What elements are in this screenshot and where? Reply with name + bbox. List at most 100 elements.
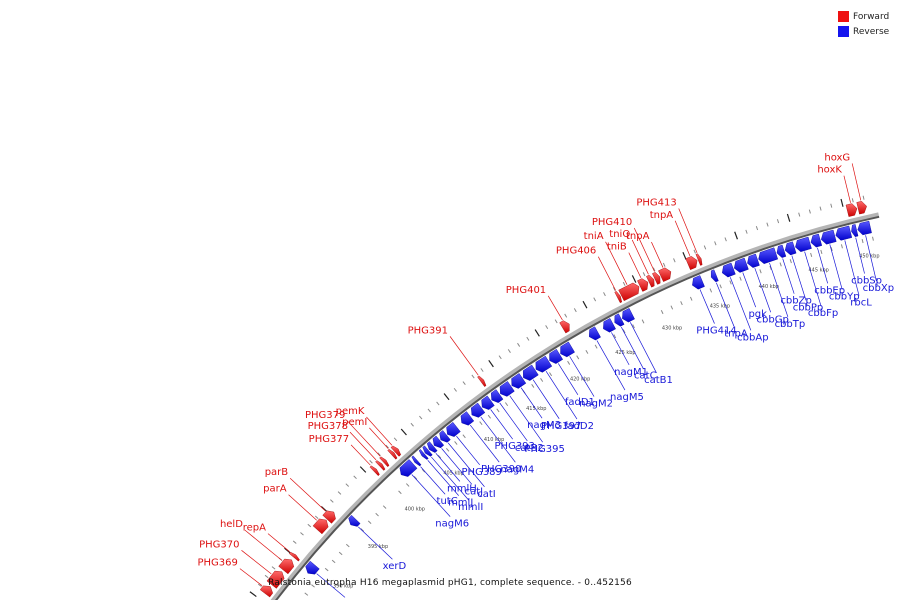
gene-label[interactable]: mmlJ	[448, 498, 473, 509]
gene-label[interactable]: tnpA	[626, 231, 650, 242]
gene-label[interactable]: nagM5	[610, 392, 644, 403]
gene-arrow[interactable]	[618, 282, 640, 302]
gene-label[interactable]: tniA	[584, 231, 604, 242]
gene-label[interactable]: PHG370	[199, 539, 239, 550]
gene-label[interactable]: cbbPp	[793, 302, 824, 313]
gene-label[interactable]: nagM2	[579, 399, 613, 410]
gene-label[interactable]: pemK	[336, 406, 365, 417]
gene-arrow[interactable]	[776, 244, 787, 258]
gene-arrow[interactable]	[288, 551, 300, 562]
gene-arrow[interactable]	[658, 267, 672, 282]
gene-arrow[interactable]	[845, 203, 858, 217]
gene-label[interactable]: catB2	[515, 443, 544, 454]
gene-arrow[interactable]	[432, 435, 445, 449]
gene-label[interactable]: tniB	[607, 242, 627, 253]
gene-label[interactable]: cbbSp	[851, 276, 882, 287]
gene-label[interactable]: cbbXp	[863, 283, 894, 294]
gene-arrow[interactable]	[692, 275, 705, 290]
gene-label[interactable]: cbbFp	[808, 308, 838, 319]
gene-label[interactable]: fadD2	[564, 421, 594, 432]
gene-label[interactable]: repA	[243, 523, 266, 534]
gene-label[interactable]: rbcL	[850, 298, 872, 309]
gene-arrow[interactable]	[322, 510, 336, 524]
gene-label[interactable]: catB1	[644, 375, 673, 386]
gene-arrow[interactable]	[278, 558, 295, 575]
gene-arrow[interactable]	[559, 320, 570, 334]
gene-label[interactable]: cbbYp	[829, 292, 860, 303]
gene-arrow[interactable]	[422, 445, 433, 457]
gene-arrow[interactable]	[426, 441, 438, 453]
gene-label[interactable]: tutC	[437, 496, 458, 507]
gene-label[interactable]: PHG393	[495, 441, 535, 452]
gene-arrow[interactable]	[637, 278, 649, 292]
gene-arrow[interactable]	[418, 449, 429, 460]
gene-arrow[interactable]	[589, 326, 601, 341]
gene-arrow[interactable]	[266, 570, 285, 589]
gene-arrow[interactable]	[560, 341, 575, 358]
gene-label[interactable]: PHG378	[308, 421, 348, 432]
gene-label[interactable]: PHG395	[524, 444, 564, 455]
gene-arrow[interactable]	[614, 291, 623, 304]
gene-arrow[interactable]	[851, 224, 859, 237]
gene-arrow[interactable]	[734, 257, 749, 273]
gene-arrow[interactable]	[685, 256, 698, 270]
gene-label[interactable]: PHG390	[481, 464, 521, 475]
gene-label[interactable]: cbbEp	[814, 285, 845, 296]
gene-arrow[interactable]	[312, 518, 329, 535]
gene-arrow[interactable]	[375, 460, 386, 471]
gene-arrow[interactable]	[614, 313, 625, 327]
gene-label[interactable]: cbbTp	[775, 319, 806, 330]
gene-arrow[interactable]	[710, 269, 719, 283]
gene-label[interactable]: catI	[477, 489, 496, 500]
gene-arrow[interactable]	[481, 395, 495, 410]
gene-arrow[interactable]	[856, 201, 867, 215]
gene-arrow[interactable]	[810, 233, 823, 248]
gene-label[interactable]: catC	[634, 371, 657, 382]
gene-arrow[interactable]	[411, 455, 422, 467]
gene-arrow[interactable]	[652, 272, 661, 285]
gene-label[interactable]: hoxK	[817, 165, 842, 176]
gene-arrow[interactable]	[646, 274, 655, 288]
gene-arrow[interactable]	[695, 253, 703, 266]
gene-label[interactable]: fadD1	[565, 397, 595, 408]
gene-arrow[interactable]	[857, 220, 872, 236]
gene-label[interactable]: helD	[220, 519, 243, 530]
gene-label[interactable]: mmlI	[458, 502, 483, 513]
gene-label[interactable]: PHG377	[309, 434, 349, 445]
gene-arrow[interactable]	[758, 247, 779, 264]
gene-arrow[interactable]	[348, 514, 361, 527]
gene-arrow[interactable]	[477, 375, 487, 387]
gene-label[interactable]: PHG397	[541, 421, 581, 432]
gene-arrow[interactable]	[471, 402, 486, 418]
gene-arrow[interactable]	[747, 253, 760, 268]
gene-arrow[interactable]	[259, 585, 273, 598]
gene-label[interactable]: PHG414	[696, 326, 736, 337]
gene-label[interactable]: cbbGp	[757, 314, 789, 325]
gene-label[interactable]: tniQ	[609, 229, 630, 240]
gene-label[interactable]: mmlH	[447, 483, 477, 494]
gene-arrow[interactable]	[603, 318, 616, 333]
gene-arrow[interactable]	[522, 364, 539, 381]
gene-arrow[interactable]	[820, 229, 837, 245]
gene-arrow[interactable]	[784, 241, 797, 256]
gene-arrow[interactable]	[387, 448, 398, 460]
gene-arrow[interactable]	[721, 262, 736, 278]
gene-label[interactable]: PHG379	[305, 410, 345, 421]
gene-label[interactable]: nagM6	[435, 519, 469, 530]
gene-arrow[interactable]	[446, 421, 461, 437]
gene-arrow[interactable]	[549, 348, 564, 364]
gene-arrow[interactable]	[379, 456, 390, 467]
gene-arrow[interactable]	[499, 381, 515, 397]
gene-label[interactable]: PHG410	[592, 217, 632, 228]
gene-arrow[interactable]	[511, 373, 527, 389]
gene-label[interactable]: tnpA	[650, 210, 674, 221]
gene-label[interactable]: PHG413	[636, 197, 676, 208]
gene-arrow[interactable]	[460, 411, 475, 426]
gene-label[interactable]: nagM1	[614, 367, 648, 378]
gene-arrow[interactable]	[390, 445, 402, 457]
gene-arrow[interactable]	[490, 389, 504, 403]
gene-label[interactable]: nagM4	[500, 464, 534, 475]
gene-label[interactable]: nagM3	[527, 420, 561, 431]
gene-arrow[interactable]	[535, 355, 553, 373]
gene-label[interactable]: catJ	[465, 486, 484, 497]
